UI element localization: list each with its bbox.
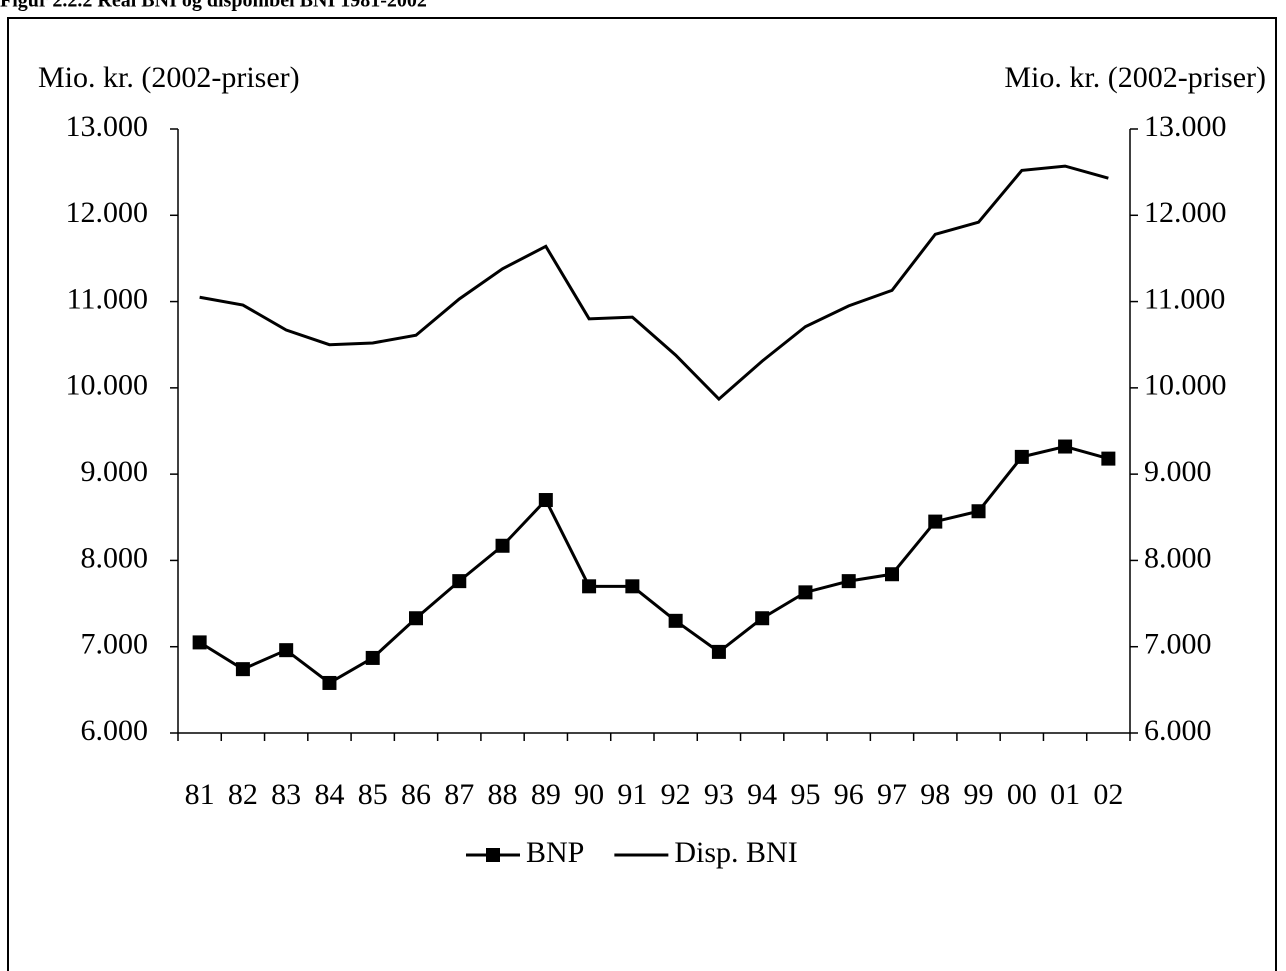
legend-label: Disp. BNI xyxy=(674,836,797,869)
marker xyxy=(495,538,510,553)
x-tick-label: 93 xyxy=(704,778,734,811)
x-tick-label: 99 xyxy=(964,778,994,811)
frame xyxy=(7,17,1277,971)
marker xyxy=(538,493,553,508)
y-tick-label: 10.000 xyxy=(66,369,149,402)
series-line xyxy=(199,164,1109,402)
y-tick-label: 8.000 xyxy=(81,541,149,574)
y2-tick-label: 12.000 xyxy=(1144,196,1227,229)
marker xyxy=(1101,451,1116,466)
y2-tick-label: 10.000 xyxy=(1144,369,1227,402)
x-tick-label: 02 xyxy=(1093,778,1123,811)
x-tick-label: 81 xyxy=(185,778,215,811)
legend-label: BNP xyxy=(526,836,584,869)
x-tick-label: 88 xyxy=(488,778,518,811)
marker xyxy=(668,613,683,628)
y2-tick-label: 6.000 xyxy=(1144,714,1212,747)
y2-tick-label: 13.000 xyxy=(1144,110,1227,143)
x-tick-label: 86 xyxy=(401,778,431,811)
x-tick-label: 97 xyxy=(877,778,907,811)
y-tick-label: 12.000 xyxy=(66,196,149,229)
y2-tick-label: 7.000 xyxy=(1144,628,1212,661)
series-line xyxy=(198,444,1109,685)
legend-marker xyxy=(486,848,500,862)
x-tick-label: 01 xyxy=(1050,778,1080,811)
y2-tick-label: 9.000 xyxy=(1144,455,1212,488)
y2-tick-label: 8.000 xyxy=(1144,541,1212,574)
marker xyxy=(711,644,726,659)
marker xyxy=(365,650,380,665)
y-tick-label: 11.000 xyxy=(67,282,148,315)
x-tick-label: 94 xyxy=(747,778,777,811)
y2-tick-label: 11.000 xyxy=(1144,282,1225,315)
x-tick-label: 91 xyxy=(617,778,647,811)
x-tick-label: 92 xyxy=(661,778,691,811)
marker xyxy=(1058,439,1073,454)
x-tick-label: 83 xyxy=(271,778,301,811)
chart-title: Figur 2.2.2 Real BNI og disponibel BNI 1… xyxy=(0,0,427,12)
marker xyxy=(235,662,250,677)
marker xyxy=(841,574,856,589)
marker xyxy=(625,579,640,594)
marker xyxy=(885,567,899,582)
marker xyxy=(279,643,294,658)
x-tick-label: 90 xyxy=(574,778,604,811)
marker xyxy=(971,504,986,519)
y-tick-label: 13.000 xyxy=(66,110,149,143)
y-tick-label: 7.000 xyxy=(81,628,149,661)
y2-axis-label: Mio. kr. (2002-priser) xyxy=(1004,61,1266,94)
marker xyxy=(192,635,207,650)
x-tick-label: 96 xyxy=(834,778,864,811)
x-tick-label: 89 xyxy=(531,778,561,811)
x-tick-label: 82 xyxy=(228,778,258,811)
y-tick-label: 6.000 xyxy=(81,714,149,747)
y-axis-label: Mio. kr. (2002-priser) xyxy=(38,61,300,94)
marker xyxy=(798,585,813,600)
marker xyxy=(452,574,467,589)
marker xyxy=(582,579,597,594)
x-tick-label: 84 xyxy=(314,778,344,811)
x-tick-label: 85 xyxy=(358,778,388,811)
marker xyxy=(322,675,337,690)
x-tick-label: 98 xyxy=(920,778,950,811)
y-tick-label: 9.000 xyxy=(81,455,149,488)
x-tick-label: 87 xyxy=(444,778,474,811)
marker xyxy=(409,611,423,626)
x-tick-label: 00 xyxy=(1007,778,1037,811)
marker xyxy=(1014,449,1029,464)
marker xyxy=(928,514,943,529)
x-tick-label: 95 xyxy=(790,778,820,811)
marker xyxy=(755,611,770,626)
